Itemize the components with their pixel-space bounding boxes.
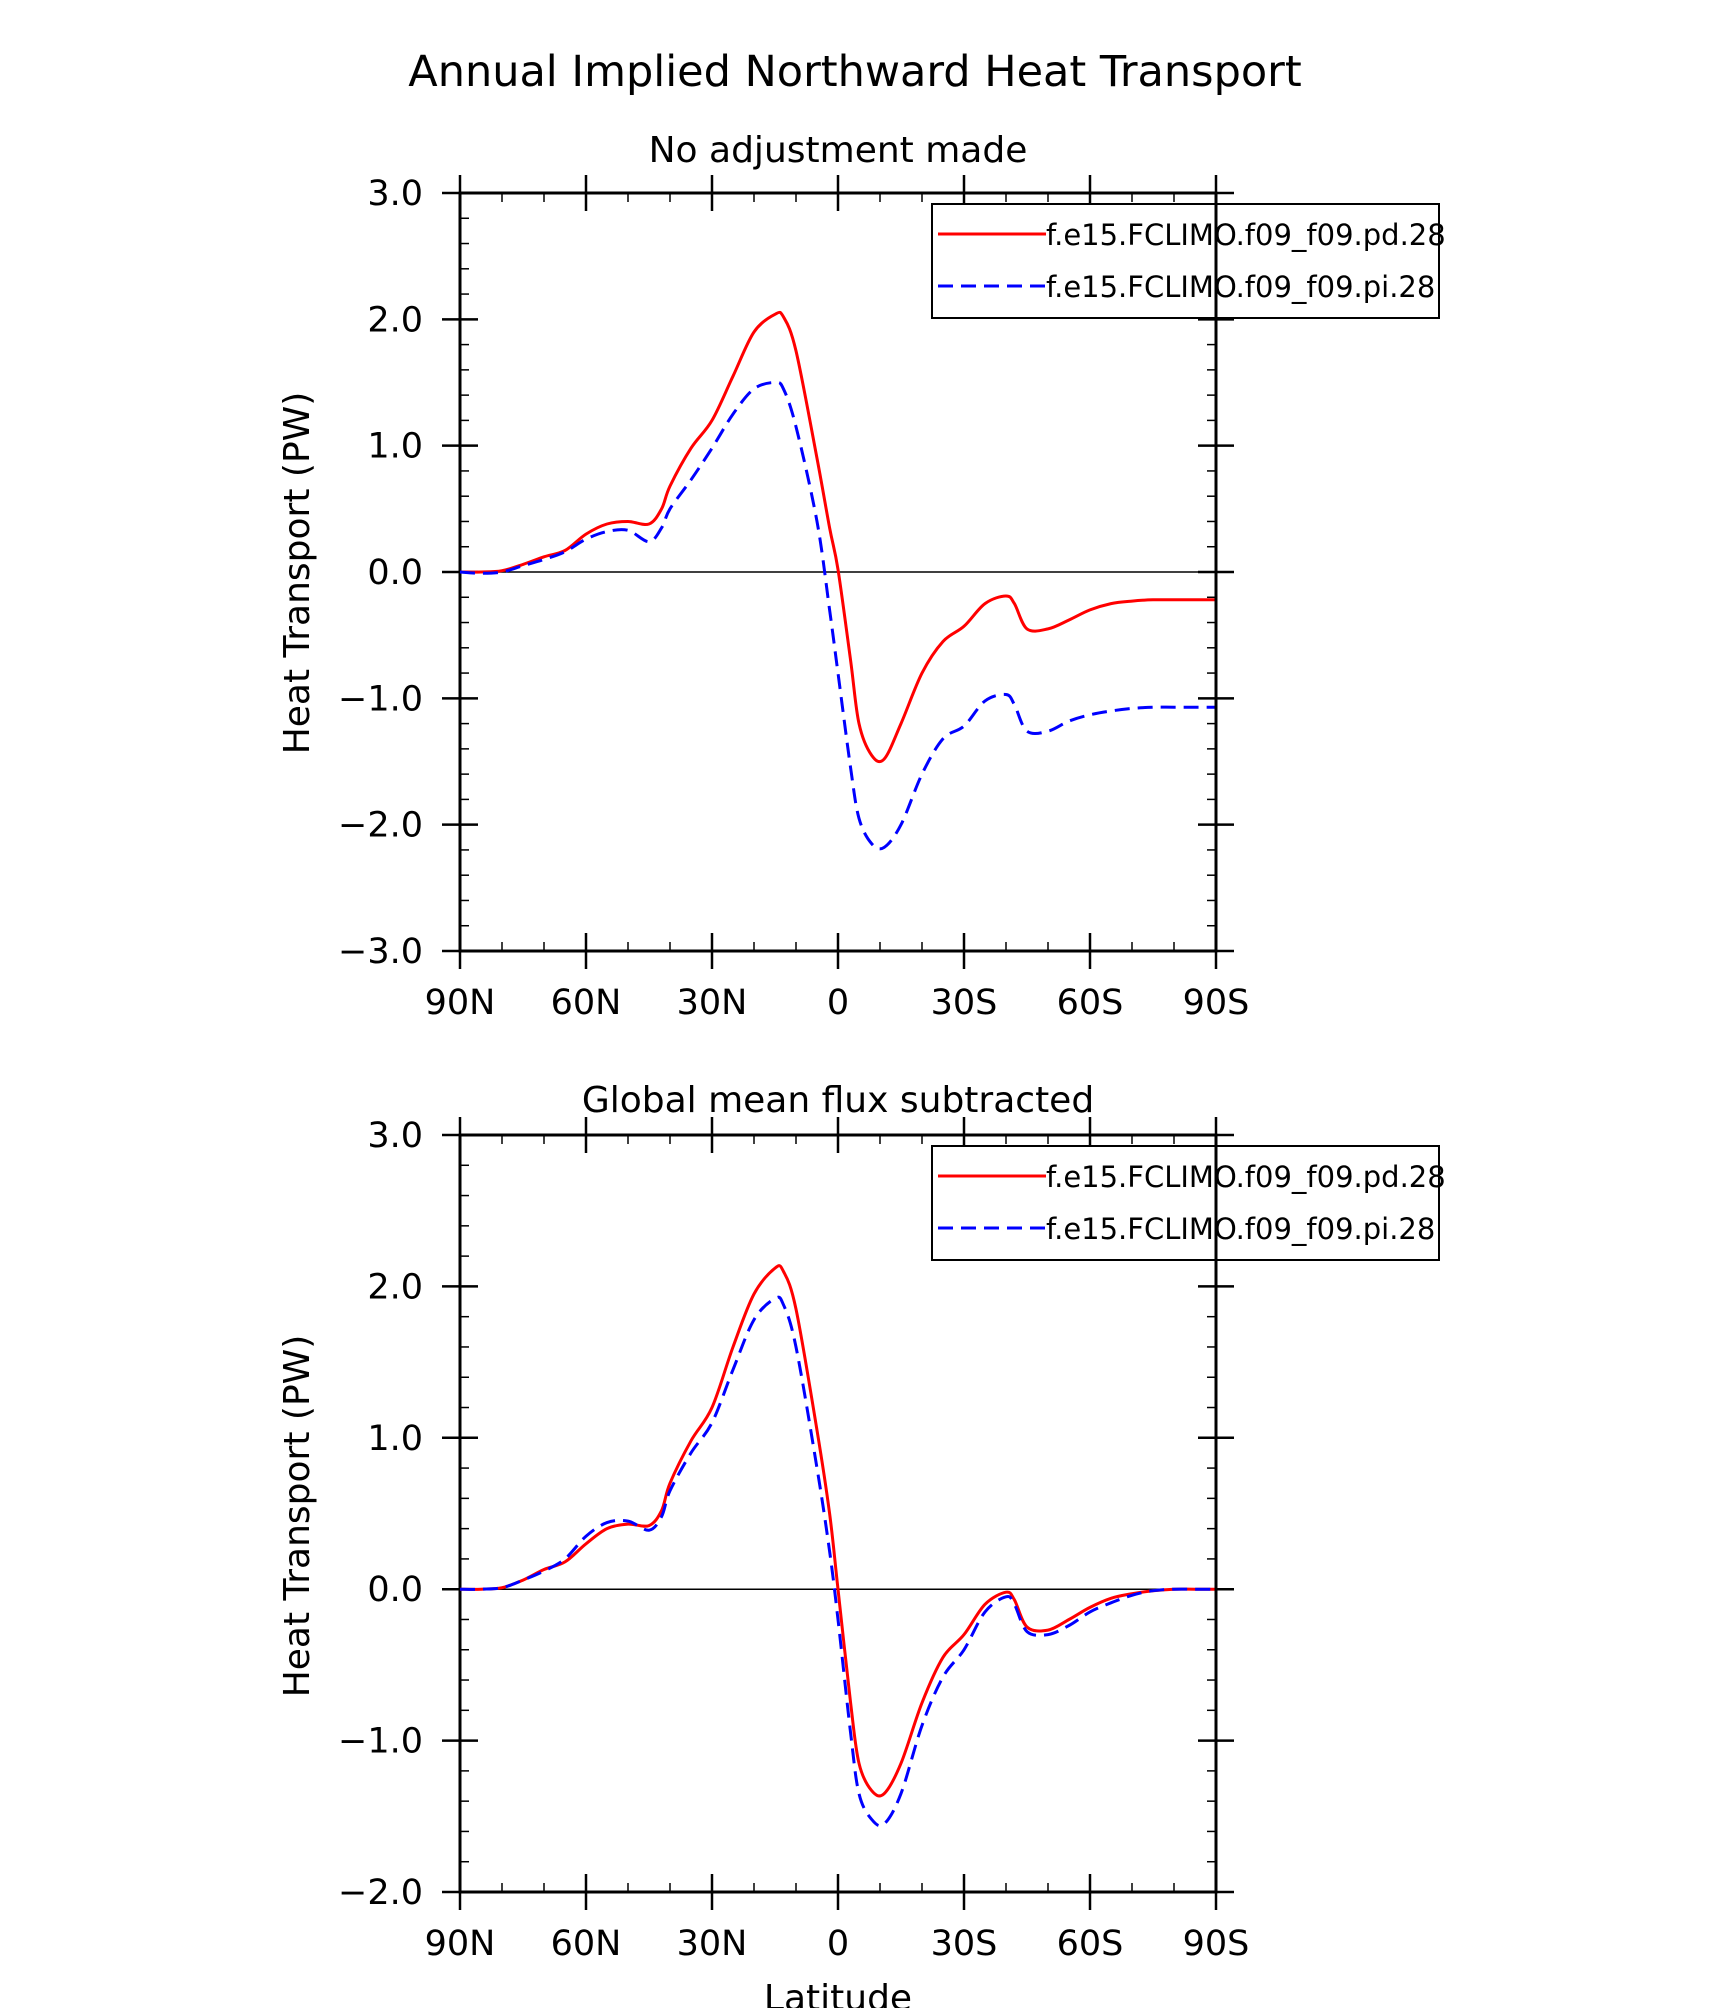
y-tick-label: −3.0 — [338, 932, 423, 972]
x-tick-label: 90S — [1183, 1924, 1250, 1964]
x-tick-label: 90N — [425, 1924, 496, 1964]
y-tick-label: −1.0 — [338, 679, 423, 719]
x-tick-label: 60S — [1057, 983, 1124, 1023]
y-tick-label: 0.0 — [367, 1570, 423, 1610]
legend-entry: f.e15.FCLIMO.f09_f09.pi.28 — [1046, 1212, 1435, 1246]
chart-panel-top: No adjustment made Heat Transport (PW) 3… — [277, 130, 1446, 1023]
panel-title: Global mean flux subtracted — [582, 1080, 1094, 1121]
y-tick-label: −1.0 — [338, 1722, 423, 1762]
x-tick-label: 30S — [931, 983, 998, 1023]
y-tick-label: 1.0 — [367, 1419, 423, 1459]
x-tick-label: 90S — [1183, 983, 1250, 1023]
x-tick-label: 30S — [931, 1924, 998, 1964]
series-line-pi — [459, 1295, 1216, 1828]
figure-title: Annual Implied Northward Heat Transport — [408, 47, 1301, 97]
y-tick-label: 1.0 — [367, 427, 423, 467]
panel-title: No adjustment made — [649, 130, 1028, 171]
legend-entry: f.e15.FCLIMO.f09_f09.pd.28 — [1046, 1160, 1446, 1194]
x-axis-label: Latitude — [764, 1978, 912, 2008]
x-tick-label: 60N — [551, 1924, 622, 1964]
legend-box — [931, 203, 1440, 319]
x-tick-label: 30N — [677, 1924, 748, 1964]
y-tick-label: 0.0 — [367, 553, 423, 593]
x-tick-label: 0 — [827, 1924, 849, 1964]
y-tick-label: 3.0 — [367, 1116, 423, 1156]
series-line-pd — [459, 1264, 1216, 1798]
legend-entry: f.e15.FCLIMO.f09_f09.pi.28 — [1046, 270, 1435, 304]
series-line-pi — [459, 380, 1216, 851]
x-tick-label: 90N — [425, 983, 496, 1023]
x-tick-label: 60N — [551, 983, 622, 1023]
y-axis-label: Heat Transport (PW) — [277, 1335, 318, 1698]
y-tick-label: 3.0 — [367, 174, 423, 214]
legend-box — [931, 1145, 1440, 1261]
chart-panel-bottom: Global mean flux subtracted Heat Transpo… — [277, 1080, 1446, 2008]
legend-entry: f.e15.FCLIMO.f09_f09.pd.28 — [1046, 218, 1446, 252]
y-tick-label: −2.0 — [338, 806, 423, 846]
x-tick-label: 30N — [677, 983, 748, 1023]
x-tick-label: 60S — [1057, 1924, 1124, 1964]
y-tick-label: 2.0 — [367, 300, 423, 340]
y-tick-label: 2.0 — [367, 1267, 423, 1307]
y-tick-label: −2.0 — [338, 1873, 423, 1913]
x-tick-label: 0 — [827, 983, 849, 1023]
y-axis-label: Heat Transport (PW) — [277, 392, 318, 755]
series-line-pd — [459, 310, 1216, 764]
